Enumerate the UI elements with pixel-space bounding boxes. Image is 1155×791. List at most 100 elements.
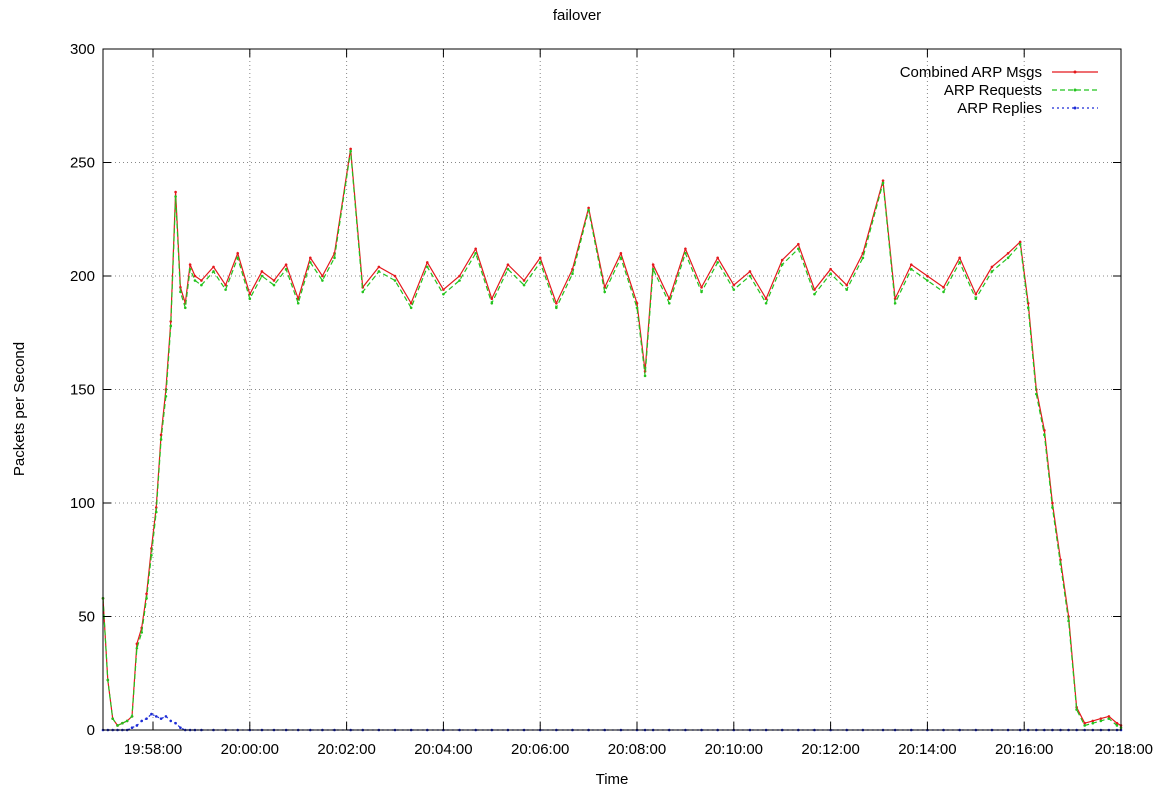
data-point: [845, 288, 849, 291]
data-point: [174, 190, 177, 194]
data-point: [926, 274, 929, 278]
data-point: [651, 263, 655, 266]
data-point: [458, 274, 461, 278]
data-point: [272, 283, 276, 287]
data-point: [909, 263, 913, 266]
data-point: [1006, 252, 1010, 255]
plot-series: [101, 147, 1123, 732]
y-tick-label: 300: [70, 41, 95, 58]
data-point: [200, 283, 203, 287]
data-point: [409, 301, 413, 305]
data-point: [425, 261, 429, 264]
data-point: [188, 267, 192, 271]
data-point: [1018, 242, 1022, 246]
y-tick-label: 100: [70, 495, 95, 512]
data-point: [764, 301, 768, 305]
data-point: [145, 717, 148, 720]
data-point: [700, 286, 703, 289]
data-point: [990, 265, 994, 269]
y-tick-label: 250: [70, 155, 95, 172]
x-tick-label: 20:18:00: [1095, 741, 1153, 758]
data-point: [1091, 721, 1095, 725]
data-point: [587, 206, 590, 210]
data-point: [667, 301, 671, 305]
data-point: [748, 270, 752, 273]
data-point: [1051, 506, 1054, 509]
data-point: [284, 267, 288, 271]
data-point: [458, 279, 461, 282]
data-point: [272, 279, 276, 282]
data-point: [193, 274, 197, 278]
data-point: [309, 256, 312, 260]
data-point: [1115, 721, 1119, 725]
y-tick-label: 50: [78, 609, 95, 626]
data-point: [506, 267, 510, 271]
data-point: [121, 721, 124, 725]
data-point: [349, 147, 352, 151]
data-point: [377, 265, 381, 269]
data-point: [224, 283, 227, 287]
legend-label: ARP Replies: [957, 100, 1042, 117]
data-point: [1026, 306, 1030, 310]
data-point: [619, 256, 623, 260]
data-point: [555, 301, 558, 305]
data-point: [154, 715, 158, 718]
data-point: [748, 274, 752, 278]
data-point: [474, 252, 477, 255]
data-point: [321, 274, 324, 278]
data-point: [296, 301, 300, 305]
data-point: [174, 195, 177, 198]
data-point: [942, 290, 945, 294]
data-point: [361, 290, 365, 294]
data-point: [284, 263, 288, 266]
data-point: [248, 297, 252, 301]
data-point: [732, 288, 736, 291]
data-point: [958, 261, 961, 264]
data-point: [797, 242, 800, 246]
data-point: [780, 258, 784, 262]
data-point: [179, 726, 182, 730]
series-arp-replies: [101, 712, 1123, 732]
data-point: [135, 724, 139, 727]
data-point: [125, 719, 129, 723]
data-point: [522, 283, 526, 287]
x-tick-label: 20:14:00: [898, 741, 956, 758]
data-point: [522, 279, 526, 282]
y-axis-label: Packets per Second: [11, 342, 28, 476]
data-point: [829, 272, 832, 276]
data-point: [538, 256, 542, 260]
series-line: [103, 713, 1121, 731]
data-point: [1083, 724, 1087, 727]
data-point: [140, 719, 144, 723]
data-point: [732, 283, 736, 287]
data-point: [881, 181, 885, 185]
series-line: [102, 151, 1122, 729]
data-point: [1107, 715, 1111, 718]
legend-label: Combined ARP Msgs: [900, 64, 1042, 81]
data-point: [1083, 721, 1087, 725]
data-point: [260, 274, 264, 278]
data-point: [797, 247, 800, 251]
x-tick-label: 20:08:00: [608, 741, 666, 758]
data-point: [236, 252, 240, 255]
data-point: [684, 252, 687, 255]
data-point: [1006, 256, 1010, 260]
data-point: [1043, 433, 1046, 437]
data-point: [111, 717, 114, 720]
data-point: [349, 149, 352, 153]
data-point: [587, 208, 590, 212]
data-point: [571, 272, 574, 276]
series-arp-requests: [101, 149, 1123, 730]
data-point: [174, 721, 177, 725]
x-axis-label: Time: [596, 771, 629, 788]
data-point: [442, 288, 445, 291]
data-point: [442, 292, 445, 296]
data-point: [188, 263, 192, 266]
data-point: [145, 597, 148, 600]
data-point: [333, 256, 336, 260]
data-point: [116, 724, 119, 727]
data-point: [643, 374, 647, 378]
data-point: [140, 631, 144, 634]
data-point: [893, 301, 897, 305]
